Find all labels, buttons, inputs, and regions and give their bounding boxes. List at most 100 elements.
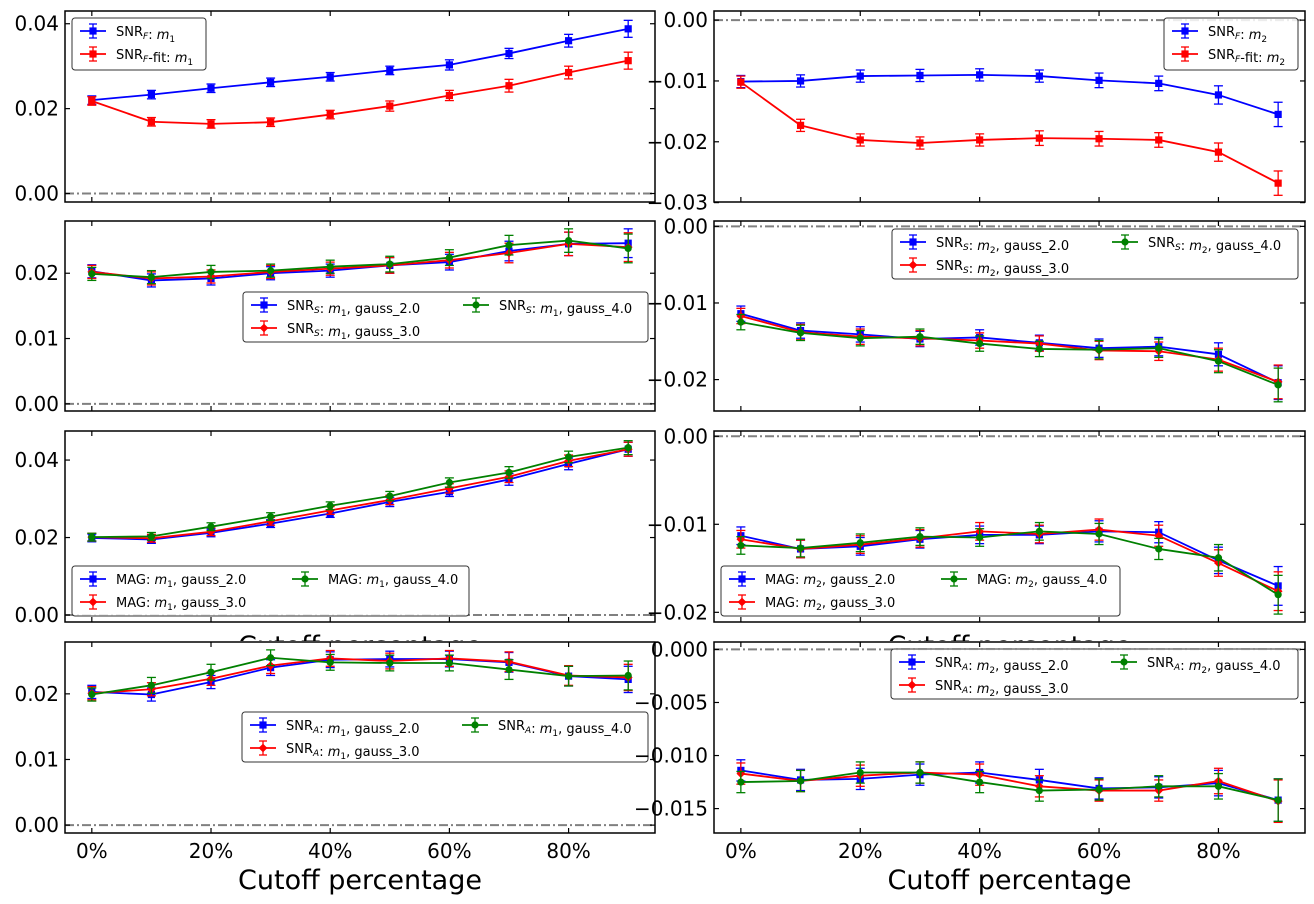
legend-marker	[259, 721, 267, 729]
y-tick-label: 0.00	[663, 424, 708, 448]
series-line	[91, 239, 629, 279]
data-point	[796, 777, 805, 785]
y-tick-label: −0.03	[647, 191, 708, 215]
legend: SNRF: m2 SNRF-fit: m2	[1163, 17, 1299, 71]
data-point	[445, 61, 453, 69]
y-tick-label: −0.010	[634, 744, 708, 768]
y-tick-label: 0.000	[651, 637, 708, 661]
data-point	[1035, 72, 1043, 80]
legend-marker	[1120, 658, 1128, 666]
series-line	[91, 448, 629, 541]
data-point	[326, 658, 334, 666]
series-line	[91, 59, 629, 125]
chart-panel-8: 0.000 −0.005 −0.010 −0.015 SNRA: m2, gauss_2…	[634, 637, 1306, 834]
y-tick-label: 0.00	[14, 603, 59, 627]
data-point	[386, 260, 394, 268]
x-tick-label: 20%	[838, 839, 882, 863]
series-line	[91, 657, 629, 695]
data-point	[1214, 357, 1223, 365]
series-line	[740, 528, 1279, 593]
plot-frame	[713, 10, 1306, 203]
y-tick-label: 0.01	[14, 747, 59, 771]
data-point	[326, 263, 334, 271]
legend-label: SNRS: m2, gauss_4.0	[1148, 236, 1281, 256]
series-3	[736, 761, 1283, 822]
data-point	[976, 71, 984, 79]
legend-marker	[258, 743, 268, 753]
series-line	[91, 242, 629, 282]
y-tick-label: 0.00	[663, 8, 708, 32]
legend-frame	[720, 565, 1121, 617]
data-point	[386, 102, 394, 110]
data-point	[1155, 545, 1163, 553]
data-point	[147, 681, 156, 689]
legend: SNRS: m2, gauss_2.0 SNRS: m2, gauss_3.0 SN…	[891, 228, 1299, 280]
data-point	[1274, 796, 1282, 804]
data-point	[1274, 179, 1282, 187]
plot-frame	[64, 220, 656, 412]
series-line	[91, 27, 629, 102]
data-point	[564, 236, 573, 245]
y-tick-label: 0.02	[14, 97, 59, 121]
data-point	[147, 532, 156, 540]
data-point	[796, 544, 805, 552]
series-line	[740, 315, 1279, 383]
series-2	[736, 307, 1283, 400]
legend-marker	[950, 575, 958, 583]
legend-frame	[890, 648, 1299, 700]
data-point	[624, 671, 632, 680]
legend-marker	[88, 597, 98, 607]
y-tick-label: 0.01	[14, 327, 59, 351]
legend-label: SNRS: m1, gauss_4.0	[499, 299, 632, 319]
data-point	[267, 267, 275, 275]
legend-frame	[242, 291, 649, 343]
data-point	[1155, 782, 1163, 790]
data-point	[1095, 785, 1103, 794]
series-line	[740, 73, 1279, 116]
data-point	[1035, 345, 1043, 353]
data-point	[916, 768, 924, 777]
x-tick-label: 40%	[308, 839, 352, 863]
data-point	[88, 97, 96, 105]
series-line	[740, 321, 1279, 386]
legend-marker	[471, 721, 479, 729]
y-tick-label: 0.04	[14, 448, 59, 472]
data-point	[916, 533, 924, 541]
legend-marker	[908, 260, 918, 270]
data-point	[445, 253, 453, 262]
data-point	[624, 25, 632, 33]
data-point	[1155, 136, 1163, 144]
data-point	[386, 492, 394, 500]
y-tick-label: −0.01	[647, 291, 708, 315]
x-tick-label: 60%	[1077, 839, 1121, 863]
legend-label: MAG: m2, gauss_4.0	[977, 573, 1107, 590]
legend-label: SNRF: m1	[116, 25, 175, 45]
data-point	[147, 118, 156, 126]
plot-frame	[64, 641, 656, 834]
y-tick-label: 0.00	[14, 182, 59, 206]
data-point	[796, 77, 805, 85]
x-tick-label: 80%	[1196, 839, 1240, 863]
data-point	[1035, 134, 1043, 142]
data-point	[796, 121, 805, 129]
data-point	[207, 668, 215, 676]
legend-marker	[1181, 27, 1189, 35]
legend-frame	[71, 565, 470, 617]
series-3	[736, 521, 1283, 615]
series-1	[87, 650, 633, 702]
series-1	[736, 68, 1283, 128]
series-1	[736, 305, 1283, 401]
plot-frame	[713, 430, 1306, 623]
y-tick-label: 0.02	[14, 682, 59, 706]
plot-frame	[713, 220, 1306, 412]
y-tick-label: −0.02	[647, 600, 708, 624]
data-point	[1214, 148, 1223, 156]
data-point	[1035, 527, 1043, 535]
legend-frame	[891, 228, 1299, 280]
data-point	[1035, 786, 1043, 795]
legend-label: SNRS: m2, gauss_3.0	[936, 259, 1069, 279]
legend-marker	[89, 50, 97, 58]
legend: SNRF: m1 SNRF-fit: m1	[71, 17, 207, 71]
legend-marker	[907, 680, 917, 690]
data-point	[1274, 381, 1282, 389]
